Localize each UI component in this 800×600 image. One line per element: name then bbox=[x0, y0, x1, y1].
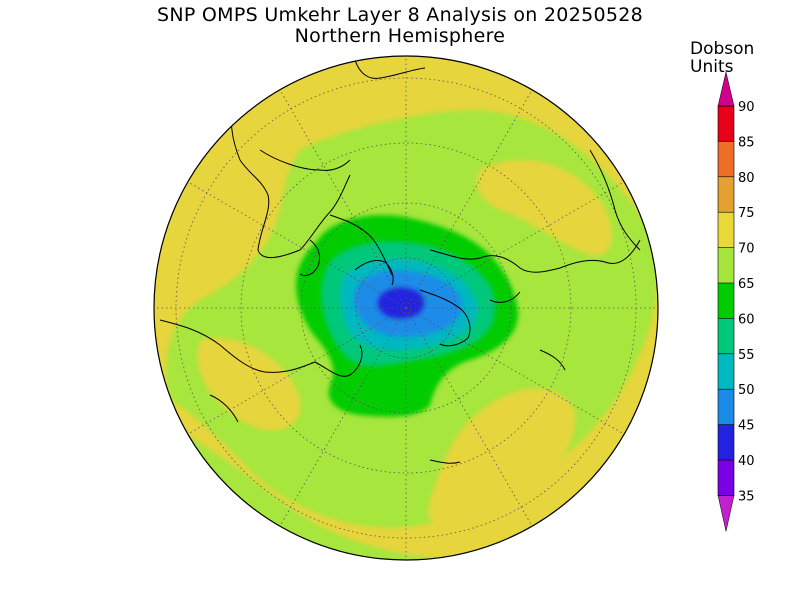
colorbar-units-label: Dobson Units bbox=[690, 40, 754, 76]
ozone-field bbox=[154, 56, 658, 560]
colorbar-bottom-arrow bbox=[717, 495, 735, 532]
colorbar-band-50 bbox=[718, 389, 734, 425]
colorbar-label-65: 65 bbox=[738, 277, 755, 292]
colorbar-band-60 bbox=[718, 318, 734, 354]
colorbar-band-65 bbox=[718, 283, 734, 319]
colorbar-band-90 bbox=[718, 106, 734, 142]
colorbar-band-80 bbox=[718, 176, 734, 213]
colorbar-band-40 bbox=[718, 460, 734, 496]
colorbar-band-85 bbox=[718, 141, 734, 177]
colorbar-band-70 bbox=[718, 247, 734, 283]
colorbar-label-60: 60 bbox=[738, 312, 755, 327]
map-title: SNP OMPS Umkehr Layer 8 Analysis on 2025… bbox=[156, 4, 644, 26]
colorbar-band-55 bbox=[718, 353, 734, 390]
colorbar-label-80: 80 bbox=[738, 171, 755, 186]
colorbar-label-70: 70 bbox=[738, 242, 755, 257]
colorbar: 90 85 80 75 70 65 60 55 50 45 40 35 bbox=[717, 71, 755, 532]
colorbar-label-line1: Dobson bbox=[690, 39, 755, 59]
colorbar-label-55: 55 bbox=[738, 348, 755, 363]
colorbar-label-35: 35 bbox=[738, 489, 755, 504]
field-40-45 bbox=[377, 287, 424, 319]
field-70-75-pocket-east bbox=[476, 160, 613, 256]
map-subtitle: Northern Hemisphere bbox=[294, 25, 506, 47]
map-border bbox=[153, 55, 659, 561]
coastlines bbox=[159, 59, 641, 464]
colorbar-label-line2: Units bbox=[690, 57, 734, 77]
colorbar-band-75 bbox=[718, 212, 734, 248]
colorbar-top-arrow bbox=[717, 71, 735, 107]
colorbar-label-40: 40 bbox=[738, 454, 755, 469]
field-70-75-pocket-west bbox=[197, 338, 301, 431]
colorbar-label-50: 50 bbox=[738, 383, 755, 398]
colorbar-band-45 bbox=[718, 424, 734, 460]
colorbar-label-45: 45 bbox=[738, 419, 755, 434]
meridian-lines bbox=[154, 56, 658, 560]
colorbar-label-75: 75 bbox=[738, 206, 755, 221]
field-70-75-pocket-south bbox=[428, 388, 576, 529]
colorbar-label-85: 85 bbox=[738, 135, 755, 150]
colorbar-label-90: 90 bbox=[738, 100, 755, 115]
